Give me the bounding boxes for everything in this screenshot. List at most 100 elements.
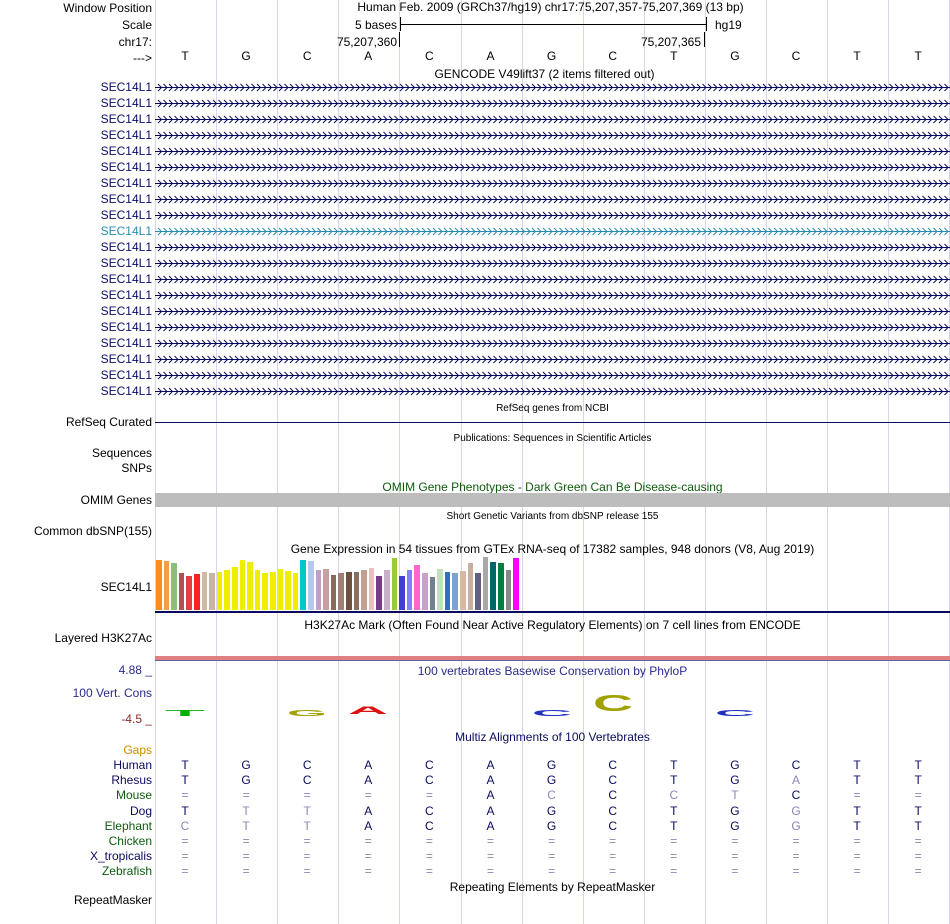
gencode-gene-label[interactable]: SEC14L1 [100,288,152,302]
gencode-gene-row[interactable] [155,288,950,304]
species-label[interactable]: Chicken [108,834,152,848]
gencode-gene-label[interactable]: SEC14L1 [100,80,152,94]
cons-letter[interactable]: C [530,705,574,719]
track-area[interactable]: Human Feb. 2009 (GRCh37/hg19) chr17:75,2… [155,0,950,924]
gencode-gene-label[interactable]: SEC14L1 [100,144,152,158]
gtex-bar[interactable] [452,572,458,610]
gencode-gene-label[interactable]: SEC14L1 [100,368,152,382]
species-label[interactable]: Human [113,758,152,772]
gencode-gene-row[interactable] [155,256,950,272]
gtex-bar[interactable] [391,558,398,610]
publications-track-label[interactable]: Sequences [91,446,152,460]
gtex-bar[interactable] [338,572,344,610]
gencode-gene-row[interactable] [155,240,950,256]
cons-letter[interactable]: T [163,705,207,719]
gencode-gene-row[interactable] [155,144,950,160]
gencode-gene-label[interactable]: SEC14L1 [100,352,152,366]
gencode-gene-row[interactable] [155,320,950,336]
gtex-bar[interactable] [163,560,170,610]
gencode-gene-row[interactable] [155,272,950,288]
gencode-gene-row[interactable] [155,160,950,176]
gencode-gene-label[interactable]: SEC14L1 [100,192,152,206]
gtex-bar[interactable] [277,568,284,610]
gtex-bar[interactable] [490,562,496,610]
gencode-gene-label[interactable]: SEC14L1 [100,208,152,222]
gencode-gene-row[interactable] [155,384,950,400]
h3k27ac-signal[interactable] [155,656,950,660]
cons-letter[interactable]: C [713,705,757,719]
dbsnp-track-label[interactable]: Common dbSNP(155) [33,524,152,538]
gencode-gene-row[interactable] [155,352,950,368]
gtex-bar[interactable] [414,564,420,610]
gtex-bar[interactable] [368,567,375,610]
gencode-gene-row[interactable] [155,192,950,208]
gtex-bar[interactable] [292,572,299,610]
gencode-gene-label[interactable]: SEC14L1 [100,224,152,238]
gencode-gene-row[interactable] [155,208,950,224]
gencode-gene-label[interactable]: SEC14L1 [100,128,152,142]
snps-track-label[interactable]: SNPs [121,461,152,475]
gencode-gene-label[interactable]: SEC14L1 [100,272,152,286]
gtex-bar[interactable] [209,572,215,610]
omim-track-label[interactable]: OMIM Genes [80,493,152,507]
gtex-bar[interactable] [178,572,185,610]
species-label[interactable]: Rhesus [111,773,152,788]
gtex-bar[interactable] [406,570,413,610]
gtex-bar[interactable] [308,561,314,610]
gtex-bar[interactable] [323,568,329,610]
gtex-bar[interactable] [171,563,177,610]
gtex-bar[interactable] [361,570,367,610]
cons-letter[interactable]: C [591,690,635,716]
gencode-gene-row[interactable] [155,336,950,352]
gencode-gene-label[interactable]: SEC14L1 [100,160,152,174]
gencode-gene-label[interactable]: SEC14L1 [100,176,152,190]
gtex-bar[interactable] [505,570,512,610]
h3k27ac-track-label[interactable]: Layered H3K27Ac [54,631,152,645]
gtex-bar[interactable] [513,558,519,610]
species-label[interactable]: Elephant [104,818,152,833]
species-label[interactable]: Mouse [115,788,152,803]
gtex-bar[interactable] [285,570,291,610]
gencode-gene-label[interactable]: SEC14L1 [100,240,152,254]
gtex-bar[interactable] [444,571,451,610]
gencode-gene-label[interactable]: SEC14L1 [100,96,152,110]
gtex-bar[interactable] [353,571,360,610]
gtex-bar[interactable] [254,570,261,610]
gtex-bar[interactable] [156,559,162,610]
gtex-bar[interactable] [475,572,481,610]
cons-track-label[interactable]: 100 Vert. Cons [72,686,152,700]
gtex-bar[interactable] [482,557,489,610]
gencode-gene-row[interactable] [155,80,950,96]
gtex-bar[interactable] [346,571,352,610]
gtex-bar[interactable] [437,569,443,610]
omim-gene-bar[interactable] [155,493,950,507]
cons-letter[interactable]: A [346,703,390,717]
gtex-bar[interactable] [467,563,474,610]
gtex-bar[interactable] [422,572,428,610]
gtex-bar[interactable] [232,566,238,610]
gencode-gene-label[interactable]: SEC14L1 [100,384,152,398]
gtex-bar[interactable] [186,575,192,610]
gencode-gene-row[interactable] [155,224,950,240]
gtex-bar[interactable] [315,569,322,610]
gtex-bar[interactable] [194,573,200,610]
gencode-gene-row[interactable] [155,368,950,384]
gtex-bar[interactable] [498,563,504,610]
gtex-bar[interactable] [384,570,390,610]
gencode-gene-row[interactable] [155,304,950,320]
cons-letter[interactable]: G [285,705,329,719]
gtex-bar[interactable] [224,570,230,610]
species-label[interactable]: Zebrafish [101,864,152,879]
gencode-gene-label[interactable]: SEC14L1 [100,304,152,318]
gtex-bar[interactable] [247,562,253,610]
gtex-bar[interactable] [216,571,223,610]
gtex-bar[interactable] [239,559,246,610]
species-label[interactable]: Dog [129,803,152,818]
gtex-bar[interactable] [399,576,405,610]
gencode-gene-row[interactable] [155,112,950,128]
gencode-gene-label[interactable]: SEC14L1 [100,320,152,334]
gencode-gene-row[interactable] [155,128,950,144]
gtex-bar[interactable] [460,570,466,610]
gtex-bar[interactable] [330,575,337,610]
